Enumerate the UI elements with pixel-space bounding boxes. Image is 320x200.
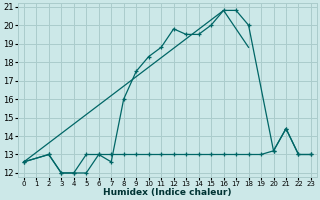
X-axis label: Humidex (Indice chaleur): Humidex (Indice chaleur)	[103, 188, 232, 197]
